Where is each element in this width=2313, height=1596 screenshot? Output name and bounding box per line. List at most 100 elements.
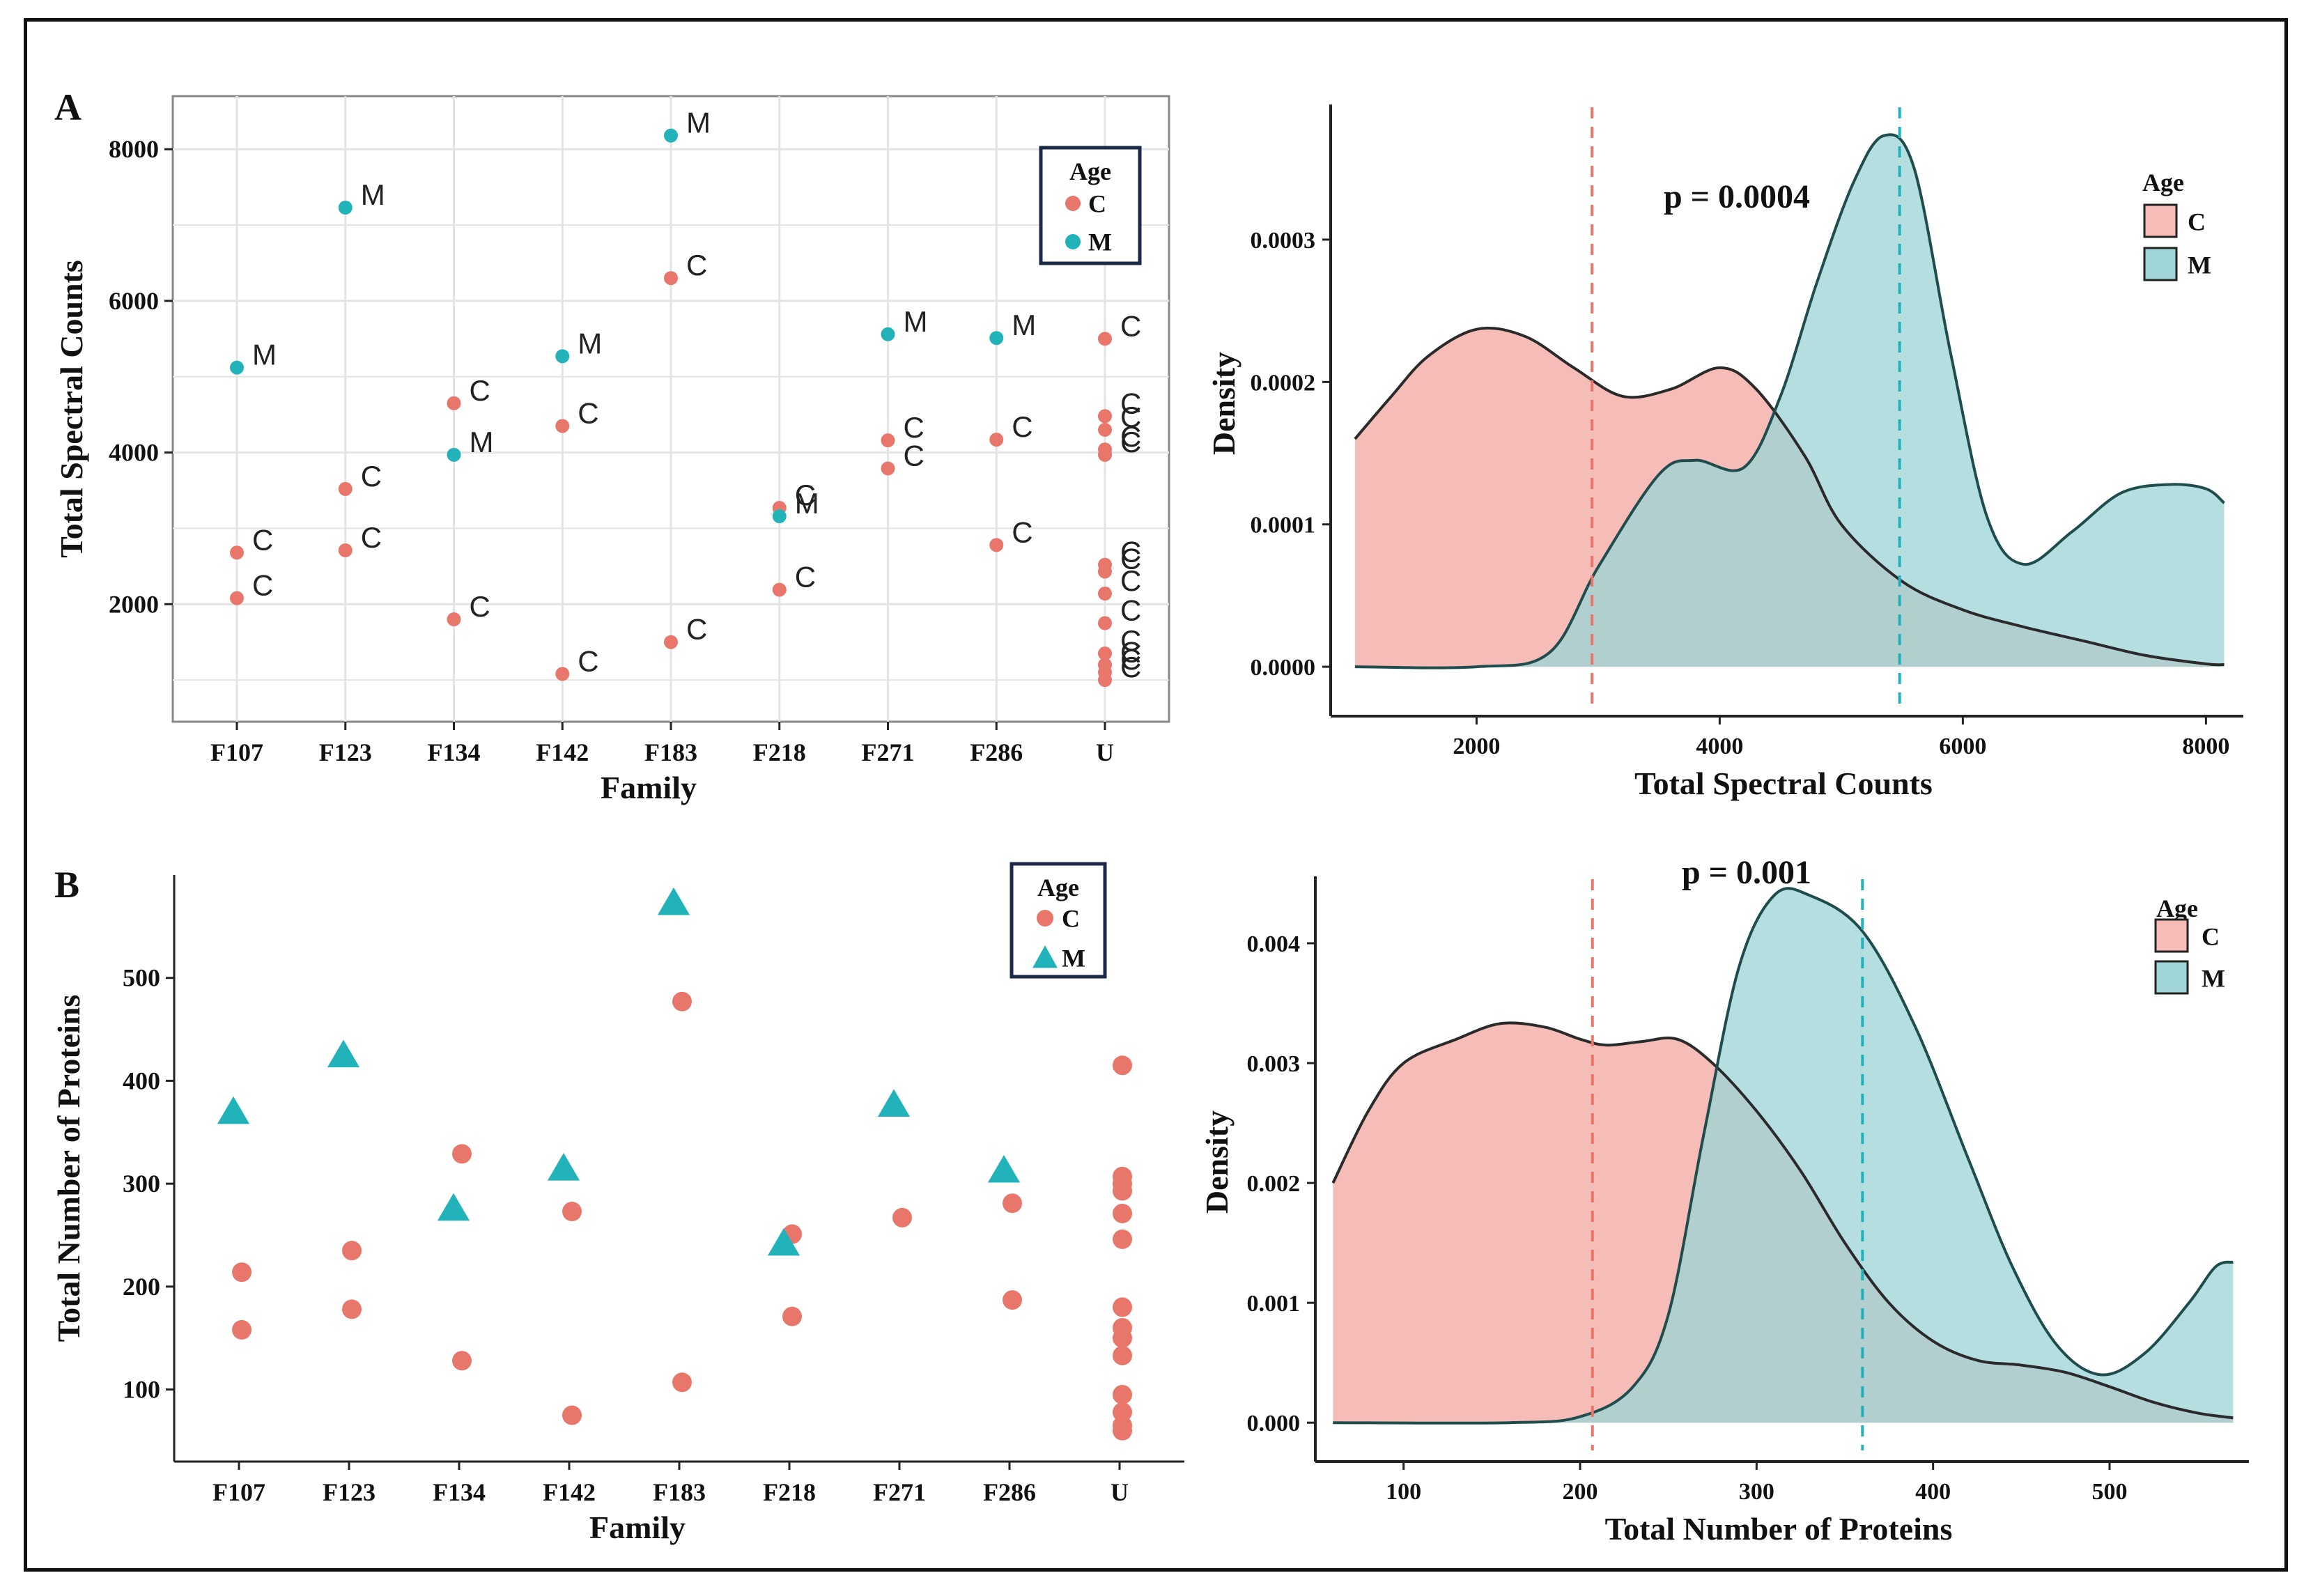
scatter-a-point-label-c: C [1120,542,1141,575]
scatter-b-point-c [1113,1297,1132,1317]
scatter-b-x-tick-label: F123 [323,1478,376,1506]
density-a-y-tick-label: 0.0003 [1251,228,1316,254]
scatter-b-point-c [342,1241,362,1261]
scatter-b-point-c [672,991,692,1012]
scatter-b-point-m [217,1096,250,1124]
scatter-a-point-m [338,201,353,215]
density-b-y-tick-label: 0.004 [1247,931,1301,957]
density-a-p-value: p = 0.0004 [1664,178,1810,215]
scatter-b-point-m [437,1193,470,1221]
scatter-a-point-label-c: C [686,249,707,281]
scatter-a-point-c [664,635,678,649]
density-b-x-tick-label: 500 [2092,1479,2128,1505]
scatter-b-point-m [987,1154,1021,1183]
scatter-a-point-c [1098,409,1112,424]
scatter-a-y-tick-label: 6000 [109,287,159,315]
density-b-x-tick-label: 400 [1915,1479,1951,1505]
scatter-a-point-label-c: C [904,439,925,472]
scatter-a-point-m [989,331,1004,346]
scatter-a-y-tick-label: 8000 [109,135,159,163]
scatter-a-point-c [1098,422,1112,437]
scatter-b-x-tick-label: F134 [433,1478,486,1506]
scatter-b-legend-label-m: M [1062,945,1085,973]
density-a-y-axis-title: Density [1206,352,1241,455]
scatter-b-y-tick-label: 200 [123,1273,160,1301]
density-a-x-tick-label: 8000 [2182,734,2229,759]
density-b-legend-title: Age [2156,894,2198,922]
chart-a-density: 2000 4000 6000 8000 0.0000 0.0001 0.0002 0.0003… [1206,104,2243,801]
scatter-a-point-c [881,433,895,448]
scatter-a-point-c [447,612,461,627]
density-b-area-m [1333,888,2234,1423]
scatter-a-point-label-c: C [361,460,382,493]
scatter-a-point-m [447,447,461,462]
scatter-b-point-c [562,1405,582,1425]
scatter-a-x-tick-label: F286 [970,738,1023,766]
scatter-a-point-c [772,582,787,597]
chart-a-scatter: 2000 4000 6000 8000 F107 F123 F134 F142 F183 F218… [54,95,1170,805]
scatter-a-point-label-c: C [1012,410,1032,443]
scatter-b-point-c [232,1262,252,1283]
scatter-b-x-axis-title: Family [589,1510,686,1545]
panel-label-b: B [54,864,79,906]
density-a-x-tick-label: 6000 [1939,734,1986,759]
density-b-y-axis-title: Density [1199,1110,1235,1214]
density-a-legend-label-c: C [2188,208,2206,236]
scatter-a-x-tick-label: F218 [753,738,806,766]
density-b-legend-label-c: C [2202,923,2220,951]
scatter-a-legend-box [1039,146,1142,265]
scatter-a-point-m [881,327,895,341]
scatter-a-point-label-c: C [904,411,925,444]
scatter-a-x-tick-label: F123 [319,738,372,766]
scatter-b-point-m [877,1089,911,1117]
density-b-x-tick-label: 100 [1386,1479,1421,1505]
scatter-a-point-c [555,667,570,681]
scatter-a-legend-marker-c [1065,196,1081,211]
scatter-a-point-label-c: C [1120,564,1141,597]
scatter-b-point-c [562,1202,582,1222]
scatter-b-x-tick-label: F142 [543,1478,596,1506]
scatter-b-point-c [1113,1420,1132,1441]
scatter-a-point-m [230,360,244,375]
scatter-a-point-label-c: C [470,590,490,623]
scatter-b-point-c [1113,1055,1132,1076]
scatter-b-y-tick-label: 100 [123,1376,160,1404]
scatter-a-point-c [989,538,1004,552]
scatter-b-x-tick-label: F218 [763,1478,816,1506]
scatter-a-point-c [1098,673,1112,688]
scatter-b-y-axis-title: Total Number of Proteins [51,995,86,1342]
scatter-a-point-label-c: C [1120,635,1141,668]
density-b-x-tick-label: 200 [1563,1479,1598,1505]
scatter-b-point-c [1113,1181,1132,1201]
density-a-x-tick-label: 4000 [1696,734,1743,759]
scatter-a-point-label-c: C [1120,387,1141,419]
scatter-b-point-c [452,1144,472,1164]
scatter-a-point-label-m: M [252,339,277,371]
scatter-a-legend-title: Age [1069,157,1111,185]
density-a-x-tick-label: 2000 [1453,734,1500,759]
scatter-a-point-c [1098,447,1112,462]
scatter-b-point-c [672,1372,692,1393]
scatter-a-point-label-c: C [578,396,598,429]
scatter-a-legend-marker-m [1065,234,1081,249]
scatter-a-point-label-c: C [1120,536,1141,568]
scatter-b-point-c [232,1319,252,1340]
chart-b-scatter: 100 200 300 400 500 F107 F123 F134 F142 F183 F218 F… [51,862,1184,1545]
scatter-a-y-axis-title: Total Spectral Counts [54,260,89,558]
density-b-y-tick-label: 0.000 [1247,1411,1301,1436]
scatter-a-point-c [989,433,1004,447]
scatter-a-point-label-c: C [1012,516,1032,548]
scatter-a-point-label-m: M [361,178,385,211]
scatter-a-point-label-m: M [470,426,494,458]
scatter-b-point-c [782,1306,802,1326]
scatter-a-point-m [664,128,678,143]
scatter-b-point-c [1113,1328,1132,1348]
density-a-area-m [1354,134,2225,668]
scatter-a-point-label-c: C [578,644,598,677]
scatter-a-point-label-c: C [361,521,382,554]
density-a-curve-c [1354,327,2225,667]
scatter-a-point-label-c: C [1120,309,1141,342]
scatter-b-point-c [1113,1402,1132,1423]
density-a-y-tick-label: 0.0002 [1251,370,1316,396]
